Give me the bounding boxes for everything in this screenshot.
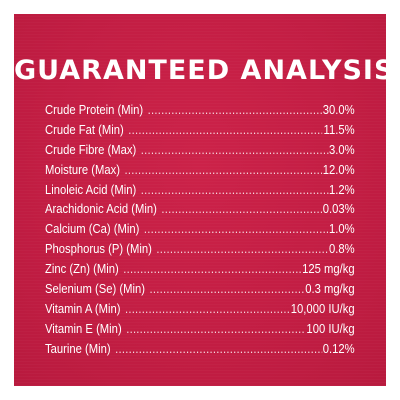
nutrient-name: Crude Fat (Min) [45,122,124,137]
nutrient-name: Arachidonic Acid (Min) [45,202,157,217]
dot-leader [148,103,322,117]
nutrient-name: Crude Fibre (Max) [45,142,137,157]
dot-leader [126,322,305,336]
dot-leader [161,202,321,216]
nutrient-value: 0.12% [322,341,355,356]
dot-leader [156,242,328,256]
dot-leader [125,163,322,177]
nutrient-value: 100 IU/kg [306,321,355,336]
dot-leader [141,183,328,197]
nutrient-name: Zinc (Zn) (Min) [45,262,119,277]
nutrient-value: 125 mg/kg [302,262,355,277]
nutrient-name: Selenium (Se) (Min) [45,282,146,297]
nutrient-name: Vitamin A (Min) [45,301,121,316]
nutrient-name: Calcium (Ca) (Min) [45,222,140,237]
dot-leader [128,123,322,137]
nutrient-value: 0.03% [322,202,355,217]
dot-leader [123,262,301,276]
analysis-row: Crude Protein (Min) 30.0% [45,103,355,123]
nutrient-name: Linoleic Acid (Min) [45,182,137,197]
analysis-row: Moisture (Max) 12.0% [45,163,355,183]
dot-leader [125,302,290,316]
analysis-row: Crude Fat (Min) 11.5% [45,123,355,143]
nutrient-name: Taurine (Min) [45,341,111,356]
nutrient-value: 0.3 mg/kg [305,282,355,297]
nutrient-name: Moisture (Max) [45,162,121,177]
panel-title: GUARANTEED ANALYSIS [14,55,386,86]
analysis-row: Taurine (Min) 0.12% [45,342,355,362]
dot-leader [144,222,328,236]
nutrient-name: Phosphorus (P) (Min) [45,242,152,257]
nutrient-value: 30.0% [322,103,355,117]
nutrient-value: 1.0% [328,222,355,237]
nutrient-value: 12.0% [322,162,355,177]
nutrient-value: 10,000 IU/kg [290,301,355,316]
analysis-row: Vitamin E (Min) 100 IU/kg [45,322,355,342]
analysis-row: Selenium (Se) (Min) 0.3 mg/kg [45,282,355,302]
nutrient-value: 11.5% [323,122,355,137]
analysis-row: Vitamin A (Min) 10,000 IU/kg [45,302,355,322]
analysis-list: Crude Protein (Min) 30.0% Crude Fat (Min… [45,103,355,362]
analysis-row: Calcium (Ca) (Min) 1.0% [45,222,355,242]
dot-leader [141,143,328,157]
guaranteed-analysis-panel: GUARANTEED ANALYSIS Crude Protein (Min) … [14,14,386,386]
analysis-row: Arachidonic Acid (Min) 0.03% [45,202,355,222]
dot-leader [150,282,305,296]
nutrient-name: Vitamin E (Min) [45,321,122,336]
analysis-row: Phosphorus (P) (Min) 0.8% [45,242,355,262]
nutrient-value: 3.0% [328,142,355,157]
analysis-row: Linoleic Acid (Min) 1.2% [45,183,355,203]
nutrient-name: Crude Protein (Min) [45,103,144,117]
analysis-row: Zinc (Zn) (Min) 125 mg/kg [45,262,355,282]
dot-leader [115,342,322,356]
analysis-row: Crude Fibre (Max) 3.0% [45,143,355,163]
nutrient-value: 1.2% [328,182,355,197]
nutrient-value: 0.8% [328,242,355,257]
